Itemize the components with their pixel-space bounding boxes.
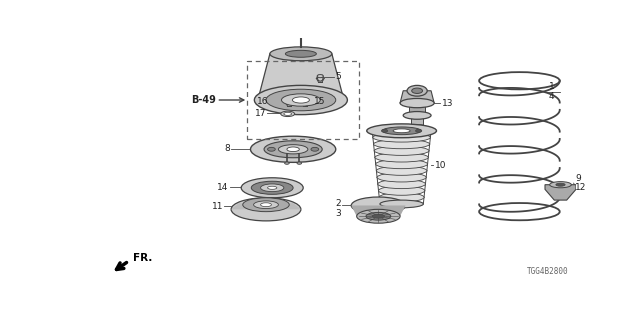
Text: 9: 9 [575,174,581,183]
Text: 10: 10 [435,161,447,170]
Ellipse shape [372,214,385,218]
Polygon shape [410,103,425,116]
Ellipse shape [285,50,316,57]
Ellipse shape [260,184,284,192]
Ellipse shape [252,181,293,194]
Ellipse shape [292,97,309,103]
Ellipse shape [231,198,301,221]
Ellipse shape [381,129,388,132]
Polygon shape [400,91,434,103]
Ellipse shape [250,136,336,162]
Ellipse shape [243,198,289,212]
Ellipse shape [253,201,278,209]
Text: 5: 5 [336,72,342,81]
Text: 16: 16 [257,97,268,106]
Ellipse shape [550,182,572,188]
Ellipse shape [282,94,320,106]
Bar [246,61,359,139]
Ellipse shape [415,129,422,132]
Ellipse shape [254,85,348,115]
Ellipse shape [412,88,422,93]
Ellipse shape [264,141,322,158]
Ellipse shape [366,212,391,220]
Text: 12: 12 [575,183,587,192]
Ellipse shape [297,162,301,164]
Ellipse shape [281,111,294,116]
Ellipse shape [270,47,332,61]
Ellipse shape [378,186,425,195]
Circle shape [302,100,307,105]
Text: B-49: B-49 [191,95,216,105]
Circle shape [299,28,303,33]
Ellipse shape [287,147,300,152]
Text: 2: 2 [335,199,341,208]
Text: 11: 11 [212,202,223,211]
Ellipse shape [400,99,434,108]
Ellipse shape [268,186,277,189]
Ellipse shape [377,173,426,182]
Text: 4: 4 [549,92,554,101]
Text: 14: 14 [218,182,229,191]
Text: 1: 1 [549,83,555,92]
Ellipse shape [382,127,421,135]
Text: TGG4B2800: TGG4B2800 [527,267,568,276]
Ellipse shape [380,200,423,208]
Text: 17: 17 [255,108,266,117]
Ellipse shape [556,183,565,186]
Text: 3: 3 [335,209,341,218]
Polygon shape [259,54,344,99]
Ellipse shape [378,180,426,188]
Ellipse shape [367,124,436,138]
Ellipse shape [317,75,323,78]
Ellipse shape [285,162,289,164]
Ellipse shape [268,147,275,151]
Ellipse shape [393,129,410,133]
Ellipse shape [376,166,427,175]
Polygon shape [545,185,576,200]
Text: FR.: FR. [132,253,152,263]
Circle shape [287,100,292,105]
Ellipse shape [373,133,430,142]
Ellipse shape [374,146,429,156]
Polygon shape [231,203,301,209]
Ellipse shape [260,203,271,207]
Ellipse shape [380,193,424,202]
Ellipse shape [407,124,428,131]
Ellipse shape [356,209,400,223]
Ellipse shape [403,112,431,119]
Text: 8: 8 [225,144,230,153]
Polygon shape [411,116,423,128]
Ellipse shape [278,145,308,154]
Ellipse shape [351,197,406,214]
Ellipse shape [372,126,431,135]
Polygon shape [351,205,406,216]
Ellipse shape [375,153,428,162]
Text: 15: 15 [314,97,326,106]
Ellipse shape [376,159,428,169]
Circle shape [317,76,323,81]
Ellipse shape [374,140,429,149]
Text: 13: 13 [442,99,453,108]
Ellipse shape [266,89,336,111]
Ellipse shape [407,85,428,96]
Ellipse shape [241,178,303,198]
Ellipse shape [311,147,319,151]
Ellipse shape [284,112,292,116]
